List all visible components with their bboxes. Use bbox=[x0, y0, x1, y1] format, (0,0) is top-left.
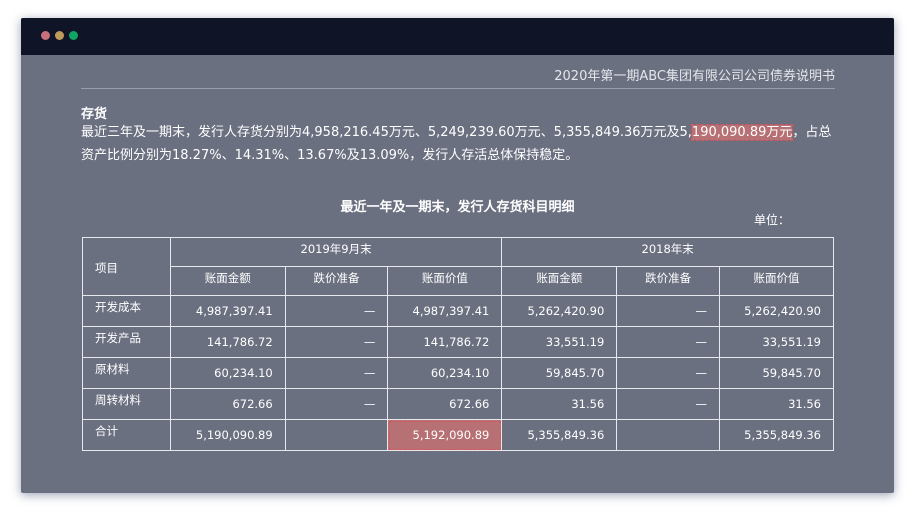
table-title: 最近一年及一期末，发行人存货科目明细 bbox=[340, 200, 575, 215]
table-cell: 33,551.19 bbox=[718, 326, 835, 358]
subheader: 跌价准备 bbox=[616, 266, 720, 296]
table-cell: 4,987,397.41 bbox=[169, 295, 286, 327]
table-cell bbox=[616, 419, 720, 451]
subheader: 账面价值 bbox=[387, 266, 503, 296]
row-label: 开发成本 bbox=[82, 295, 171, 327]
table-row: 合计 5,190,090.89 5,192,090.89 5,355,849.36 5,… bbox=[82, 419, 835, 451]
header-group: 2019年9月末 bbox=[169, 237, 503, 267]
table-cell: 5,262,420.90 bbox=[718, 295, 835, 327]
table-cell: 4,987,397.41 bbox=[387, 295, 503, 327]
unit-label: 单位： bbox=[754, 213, 791, 227]
table-cell: 31.56 bbox=[718, 388, 835, 420]
table-row: 开发产品 141,786.72—141,786.72 33,551.19—33,55… bbox=[82, 326, 835, 358]
header-item: 项目 bbox=[82, 237, 171, 296]
paragraph-text: ，占总资产比例分别为18.27%、14.31%、13.67%及13.09%，发行… bbox=[81, 125, 832, 163]
row-label: 合计 bbox=[82, 419, 171, 451]
table-cell: 672.66 bbox=[387, 388, 503, 420]
paragraph: 最近三年及一期末，发行人存货分别为4,958,216.45万元、5,249,23… bbox=[81, 121, 841, 167]
row-label: 开发产品 bbox=[82, 326, 171, 358]
table-cell: — bbox=[616, 388, 720, 420]
table-row: 开发成本 4,987,397.41—4,987,397.41 5,262,420.9… bbox=[82, 295, 835, 327]
table-cell: — bbox=[616, 326, 720, 358]
table-cell: 5,190,090.89 bbox=[169, 419, 286, 451]
table-cell: 59,845.70 bbox=[718, 357, 835, 389]
table-cell: 60,234.10 bbox=[169, 357, 286, 389]
table-cell: 5,355,849.36 bbox=[501, 419, 618, 451]
table-cell: 33,551.19 bbox=[501, 326, 618, 358]
document-title: 2020年第一期ABC集团有限公司公司债券说明书 bbox=[554, 69, 835, 84]
subheader: 账面金额 bbox=[501, 266, 618, 296]
table-cell: 141,786.72 bbox=[169, 326, 286, 358]
highlighted-cell: 5,192,090.89 bbox=[387, 419, 503, 451]
table-cell: — bbox=[616, 357, 720, 389]
subheader: 跌价准备 bbox=[284, 266, 389, 296]
table-header-row: 项目 2019年9月末 2018年末 bbox=[82, 237, 834, 296]
row-label: 原材料 bbox=[82, 357, 171, 389]
table-cell: 60,234.10 bbox=[387, 357, 503, 389]
table-cell bbox=[284, 419, 389, 451]
minimize-button[interactable] bbox=[55, 31, 64, 40]
table-cell: — bbox=[284, 295, 389, 327]
row-label: 周转材料 bbox=[82, 388, 171, 420]
table-cell: — bbox=[616, 295, 720, 327]
subheader: 账面金额 bbox=[169, 266, 286, 296]
table-row: 原材料 60,234.10—60,234.10 59,845.70—59,845.7… bbox=[82, 357, 835, 389]
inventory-table: 项目 2019年9月末 2018年末 账面金额 跌价准备 账面价值 账面金额 跌价准备账… bbox=[82, 237, 835, 451]
highlighted-value: 190,090.89万元 bbox=[690, 124, 794, 141]
app-window: 2020年第一期ABC集团有限公司公司债券说明书 存货 最近三年及一期末，发行人… bbox=[21, 18, 894, 493]
table-row: 周转材料 672.66—672.66 31.56—31.56 bbox=[82, 388, 835, 420]
table-cell: — bbox=[284, 357, 389, 389]
table-cell: — bbox=[284, 326, 389, 358]
header-divider bbox=[81, 88, 835, 89]
title-bar bbox=[21, 18, 894, 55]
maximize-button[interactable] bbox=[69, 31, 78, 40]
subheader: 账面价值 bbox=[718, 266, 835, 296]
table-cell: 5,262,420.90 bbox=[501, 295, 618, 327]
table-cell: 59,845.70 bbox=[501, 357, 618, 389]
close-button[interactable] bbox=[41, 31, 50, 40]
table-subheader-row: 账面金额 跌价准备 账面价值 账面金额 跌价准备 账面价值 bbox=[83, 266, 835, 296]
header-group: 2018年末 bbox=[501, 237, 834, 267]
table-cell: 141,786.72 bbox=[387, 326, 503, 358]
table-cell: 31.56 bbox=[501, 388, 618, 420]
table-cell: 672.66 bbox=[169, 388, 286, 420]
paragraph-text: 最近三年及一期末，发行人存货分别为4,958,216.45万元、5,249,23… bbox=[81, 125, 692, 140]
table-cell: 5,355,849.36 bbox=[718, 419, 835, 451]
table-cell: — bbox=[284, 388, 389, 420]
section-heading: 存货 bbox=[81, 107, 108, 122]
